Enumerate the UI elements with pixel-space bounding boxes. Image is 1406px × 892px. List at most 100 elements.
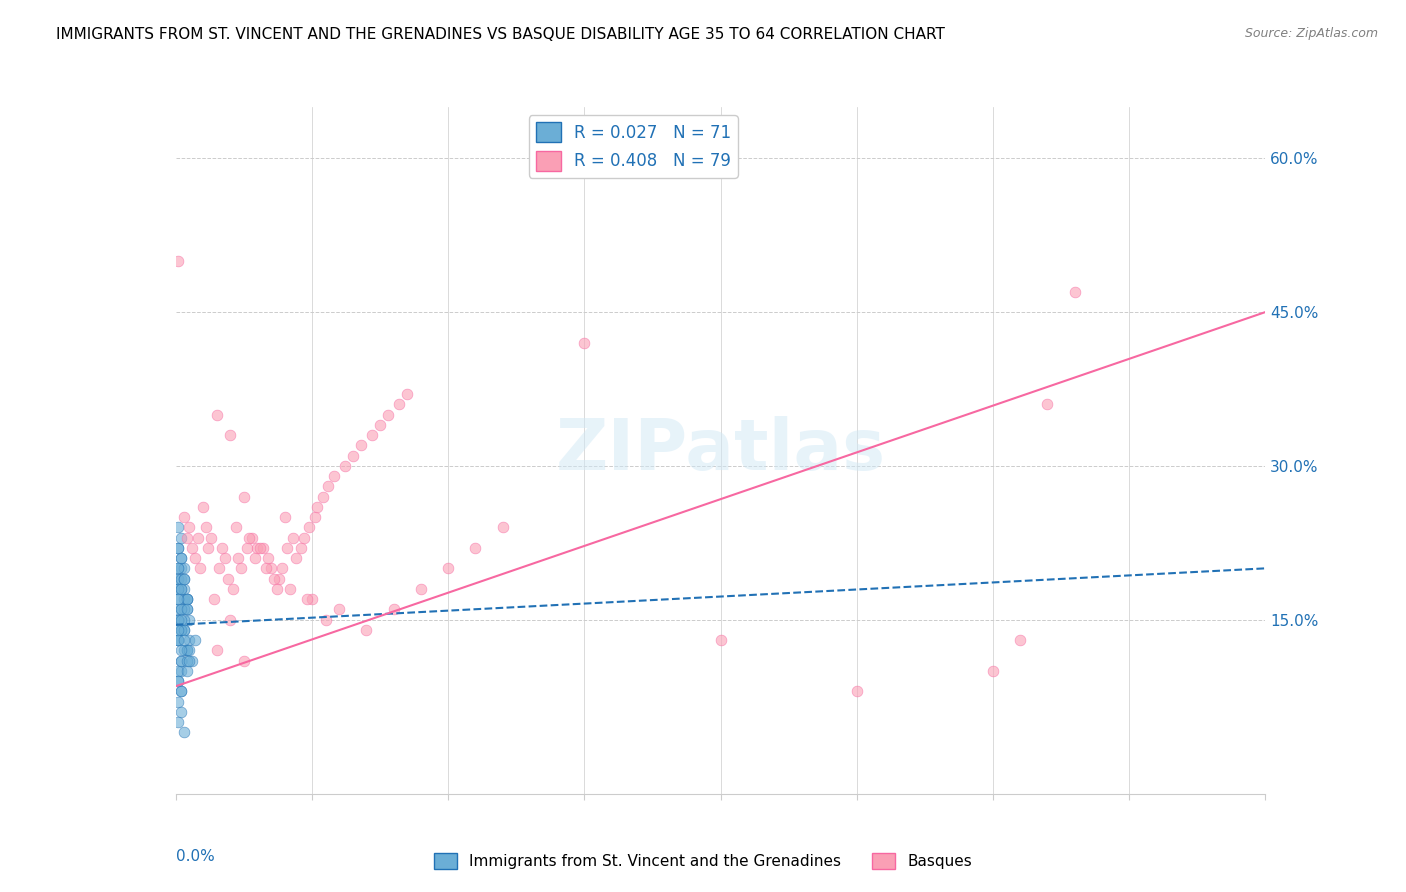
- Point: [176, 531, 198, 545]
- Point: [333, 458, 356, 473]
- Point: [167, 572, 190, 586]
- Text: Source: ZipAtlas.com: Source: ZipAtlas.com: [1244, 27, 1378, 40]
- Point: [246, 541, 269, 555]
- Point: [298, 520, 321, 534]
- Point: [176, 592, 198, 607]
- Point: [167, 674, 190, 689]
- Text: IMMIGRANTS FROM ST. VINCENT AND THE GRENADINES VS BASQUE DISABILITY AGE 35 TO 64: IMMIGRANTS FROM ST. VINCENT AND THE GREN…: [56, 27, 945, 42]
- Point: [173, 623, 195, 637]
- Point: [167, 572, 190, 586]
- Point: [170, 572, 193, 586]
- Point: [176, 602, 198, 616]
- Point: [249, 541, 271, 555]
- Point: [173, 602, 195, 616]
- Point: [176, 654, 198, 668]
- Point: [186, 531, 209, 545]
- Point: [211, 541, 233, 555]
- Point: [179, 520, 201, 534]
- Point: [167, 664, 190, 678]
- Point: [170, 602, 193, 616]
- Point: [205, 643, 228, 657]
- Legend: R = 0.027   N = 71, R = 0.408   N = 79: R = 0.027 N = 71, R = 0.408 N = 79: [529, 115, 738, 178]
- Point: [170, 664, 193, 678]
- Point: [173, 572, 195, 586]
- Point: [243, 551, 266, 566]
- Point: [173, 510, 195, 524]
- Point: [167, 253, 190, 268]
- Point: [176, 602, 198, 616]
- Point: [845, 684, 868, 698]
- Point: [232, 490, 254, 504]
- Point: [176, 592, 198, 607]
- Text: 0.0%: 0.0%: [176, 849, 215, 863]
- Point: [173, 623, 195, 637]
- Legend: Immigrants from St. Vincent and the Grenadines, Basques: Immigrants from St. Vincent and the Gren…: [427, 847, 979, 875]
- Point: [170, 643, 193, 657]
- Point: [176, 664, 198, 678]
- Point: [202, 592, 225, 607]
- Point: [167, 541, 190, 555]
- Point: [214, 551, 236, 566]
- Point: [232, 654, 254, 668]
- Point: [167, 633, 190, 648]
- Point: [184, 633, 207, 648]
- Point: [301, 592, 323, 607]
- Point: [167, 541, 190, 555]
- Point: [194, 520, 217, 534]
- Point: [368, 417, 391, 432]
- Point: [170, 623, 193, 637]
- Point: [170, 684, 193, 698]
- Point: [409, 582, 432, 596]
- Point: [981, 664, 1004, 678]
- Point: [170, 623, 193, 637]
- Point: [492, 520, 515, 534]
- Point: [269, 572, 291, 586]
- Point: [254, 561, 277, 575]
- Point: [437, 561, 460, 575]
- Point: [388, 397, 411, 411]
- Point: [173, 725, 195, 739]
- Point: [197, 541, 219, 555]
- Point: [278, 582, 301, 596]
- Point: [350, 438, 373, 452]
- Point: [170, 705, 193, 719]
- Point: [167, 602, 190, 616]
- Point: [179, 613, 201, 627]
- Point: [167, 613, 190, 627]
- Point: [238, 531, 260, 545]
- Point: [260, 561, 283, 575]
- Point: [170, 602, 193, 616]
- Point: [205, 408, 228, 422]
- Point: [225, 520, 247, 534]
- Point: [173, 613, 195, 627]
- Point: [307, 500, 329, 514]
- Point: [167, 623, 190, 637]
- Point: [271, 561, 294, 575]
- Point: [1036, 397, 1059, 411]
- Point: [176, 643, 198, 657]
- Point: [167, 633, 190, 648]
- Point: [167, 613, 190, 627]
- Point: [342, 449, 364, 463]
- Point: [284, 551, 307, 566]
- Point: [167, 592, 190, 607]
- Point: [208, 561, 231, 575]
- Point: [173, 643, 195, 657]
- Point: [179, 633, 201, 648]
- Point: [170, 561, 193, 575]
- Text: ZIPatlas: ZIPatlas: [555, 416, 886, 485]
- Point: [276, 541, 298, 555]
- Point: [318, 479, 340, 493]
- Point: [167, 674, 190, 689]
- Point: [356, 623, 378, 637]
- Point: [170, 551, 193, 566]
- Point: [170, 684, 193, 698]
- Point: [231, 561, 253, 575]
- Point: [257, 551, 280, 566]
- Point: [170, 613, 193, 627]
- Point: [1063, 285, 1085, 299]
- Point: [240, 531, 263, 545]
- Point: [170, 551, 193, 566]
- Point: [167, 592, 190, 607]
- Point: [217, 572, 239, 586]
